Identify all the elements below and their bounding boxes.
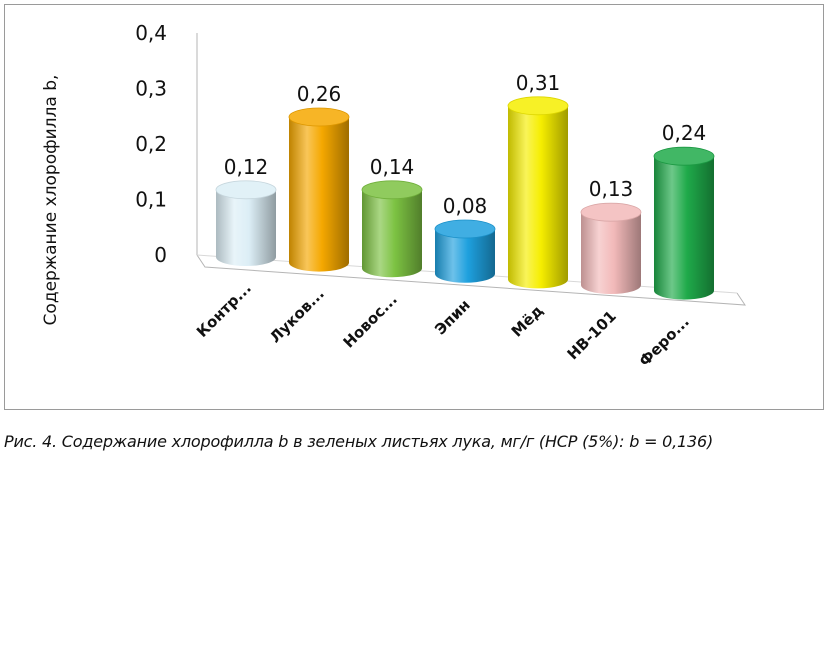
- bar-body: [289, 117, 349, 272]
- data-label: 0,24: [662, 121, 707, 145]
- data-labels: 0,12 0,26 0,14 0,08 0,31 0,13 0,24: [224, 71, 707, 218]
- bar: [288, 107, 350, 272]
- data-label: 0,14: [370, 155, 415, 179]
- bar-body: [508, 105, 568, 289]
- bar: [215, 180, 277, 266]
- data-label: 0,31: [516, 71, 561, 95]
- y-tick-label: 0,3: [135, 77, 167, 101]
- bar-body: [362, 189, 422, 278]
- y-tick-label: 0,4: [135, 21, 167, 45]
- bar: [580, 202, 642, 294]
- category-label: Мёд: [508, 302, 547, 341]
- data-label: 0,26: [297, 82, 342, 106]
- bar-body: [435, 229, 495, 283]
- chart-frame: 0 0,1 0,2 0,3 0,4 0,12 0,26 0,14 0,08 0,31 0,13 0,…: [4, 4, 824, 410]
- bar-top: [361, 180, 423, 200]
- category-label: HB-101: [564, 307, 620, 363]
- category-label: Луков...: [266, 285, 328, 347]
- category-label: Феро...: [635, 313, 692, 370]
- y-tick-labels: 0 0,1 0,2 0,3 0,4: [135, 21, 167, 267]
- bar-top: [507, 96, 569, 116]
- y-tick-label: 0: [154, 243, 167, 267]
- bar: [653, 146, 715, 300]
- bar-top: [653, 146, 715, 166]
- category-label: Контр...: [193, 279, 255, 341]
- bar-top: [215, 180, 277, 200]
- bar-top: [434, 219, 496, 239]
- data-label: 0,12: [224, 155, 269, 179]
- y-tick-label: 0,2: [135, 132, 167, 156]
- bar: [434, 219, 496, 283]
- y-tick-label: 0,1: [135, 188, 167, 212]
- figure-caption: Рис. 4. Содержание хлорофилла b в зелены…: [4, 432, 714, 451]
- bar-chart: 00,10,20,30,4 0,120,260,140,080,310,130,…: [135, 21, 746, 370]
- bar-top: [288, 107, 350, 127]
- bar-body: [216, 189, 276, 266]
- bar: [361, 180, 423, 278]
- bar: [507, 96, 569, 289]
- floor-line: [196, 254, 746, 306]
- bar-body: [654, 156, 714, 300]
- bar-body: [581, 212, 641, 294]
- data-label: 0,13: [589, 177, 634, 201]
- category-label: Новос...: [340, 290, 401, 351]
- data-label: 0,08: [443, 194, 488, 218]
- category-label: Эпин: [431, 296, 474, 339]
- y-axis-label: Содержание хлорофилла b,: [41, 74, 61, 326]
- bar-top: [580, 202, 642, 222]
- bars: [215, 96, 715, 300]
